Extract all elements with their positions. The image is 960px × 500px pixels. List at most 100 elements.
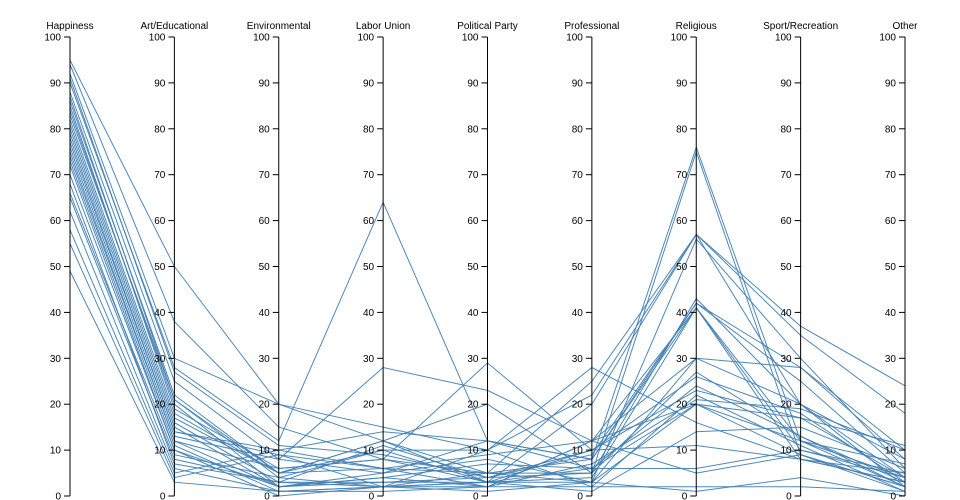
- tick-label: 100: [149, 33, 166, 44]
- dimension-label: Art/Educational: [140, 21, 208, 32]
- tick-label: 40: [467, 308, 479, 319]
- tick-label: 30: [781, 354, 793, 365]
- tick-label: 50: [467, 262, 479, 273]
- tick-label: 80: [572, 124, 584, 135]
- dimension-label: Other: [892, 21, 918, 32]
- tick-label: 20: [154, 400, 166, 411]
- tick-label: 40: [781, 308, 793, 319]
- tick-label: 40: [259, 308, 271, 319]
- tick-label: 70: [259, 170, 271, 181]
- tick-label: 80: [676, 124, 688, 135]
- tick-label: 50: [572, 262, 584, 273]
- tick-label: 90: [259, 78, 271, 89]
- tick-label: 0: [369, 492, 375, 500]
- tick-label: 90: [363, 78, 375, 89]
- tick-label: 80: [50, 124, 62, 135]
- tick-label: 10: [781, 446, 793, 457]
- tick-label: 30: [154, 354, 166, 365]
- dimension-label: Religious: [676, 21, 717, 32]
- axes: 0102030405060708090100Happiness010203040…: [44, 21, 918, 500]
- dimension-label: Professional: [564, 21, 619, 32]
- tick-label: 10: [572, 446, 584, 457]
- tick-label: 0: [160, 492, 166, 500]
- tick-label: 60: [781, 216, 793, 227]
- tick-label: 60: [572, 216, 584, 227]
- tick-label: 10: [259, 446, 271, 457]
- tick-label: 60: [467, 216, 479, 227]
- tick-label: 80: [467, 124, 479, 135]
- tick-label: 50: [154, 262, 166, 273]
- tick-label: 80: [885, 124, 897, 135]
- tick-label: 0: [682, 492, 688, 500]
- tick-label: 80: [781, 124, 793, 135]
- tick-label: 90: [676, 78, 688, 89]
- dimension-label: Political Party: [457, 21, 518, 32]
- tick-label: 40: [50, 308, 62, 319]
- tick-label: 0: [473, 492, 479, 500]
- tick-label: 100: [566, 33, 583, 44]
- tick-label: 0: [786, 492, 792, 500]
- tick-label: 0: [577, 492, 583, 500]
- tick-label: 30: [676, 354, 688, 365]
- tick-label: 30: [259, 354, 271, 365]
- tick-label: 90: [781, 78, 793, 89]
- tick-label: 30: [363, 354, 375, 365]
- dimension-label: Labor Union: [356, 21, 410, 32]
- tick-label: 30: [885, 354, 897, 365]
- dimension-label: Environmental: [247, 21, 311, 32]
- tick-label: 10: [885, 446, 897, 457]
- tick-label: 60: [259, 216, 271, 227]
- tick-label: 20: [572, 400, 584, 411]
- tick-label: 10: [154, 446, 166, 457]
- tick-label: 30: [467, 354, 479, 365]
- tick-label: 40: [154, 308, 166, 319]
- tick-label: 60: [154, 216, 166, 227]
- dimension-label: Sport/Recreation: [763, 21, 838, 32]
- tick-label: 10: [676, 446, 688, 457]
- tick-label: 10: [363, 446, 375, 457]
- tick-label: 10: [50, 446, 62, 457]
- tick-label: 80: [363, 124, 375, 135]
- tick-label: 90: [467, 78, 479, 89]
- tick-label: 100: [462, 33, 479, 44]
- tick-label: 90: [154, 78, 166, 89]
- tick-label: 40: [676, 308, 688, 319]
- tick-label: 20: [781, 400, 793, 411]
- tick-label: 90: [885, 78, 897, 89]
- tick-label: 40: [885, 308, 897, 319]
- tick-label: 50: [363, 262, 375, 273]
- tick-label: 100: [671, 33, 688, 44]
- dimension-label: Happiness: [46, 21, 93, 32]
- tick-label: 50: [885, 262, 897, 273]
- tick-label: 70: [676, 170, 688, 181]
- tick-label: 0: [55, 492, 61, 500]
- tick-label: 100: [357, 33, 374, 44]
- tick-label: 20: [885, 400, 897, 411]
- tick-label: 70: [363, 170, 375, 181]
- tick-label: 0: [890, 492, 896, 500]
- tick-label: 100: [775, 33, 792, 44]
- tick-label: 30: [572, 354, 584, 365]
- tick-label: 80: [259, 124, 271, 135]
- tick-label: 30: [50, 354, 62, 365]
- tick-label: 100: [253, 33, 270, 44]
- tick-label: 80: [154, 124, 166, 135]
- tick-label: 70: [50, 170, 62, 181]
- tick-label: 20: [467, 400, 479, 411]
- tick-label: 50: [259, 262, 271, 273]
- tick-label: 90: [572, 78, 584, 89]
- tick-label: 60: [50, 216, 62, 227]
- tick-label: 70: [467, 170, 479, 181]
- tick-label: 50: [781, 262, 793, 273]
- tick-label: 50: [676, 262, 688, 273]
